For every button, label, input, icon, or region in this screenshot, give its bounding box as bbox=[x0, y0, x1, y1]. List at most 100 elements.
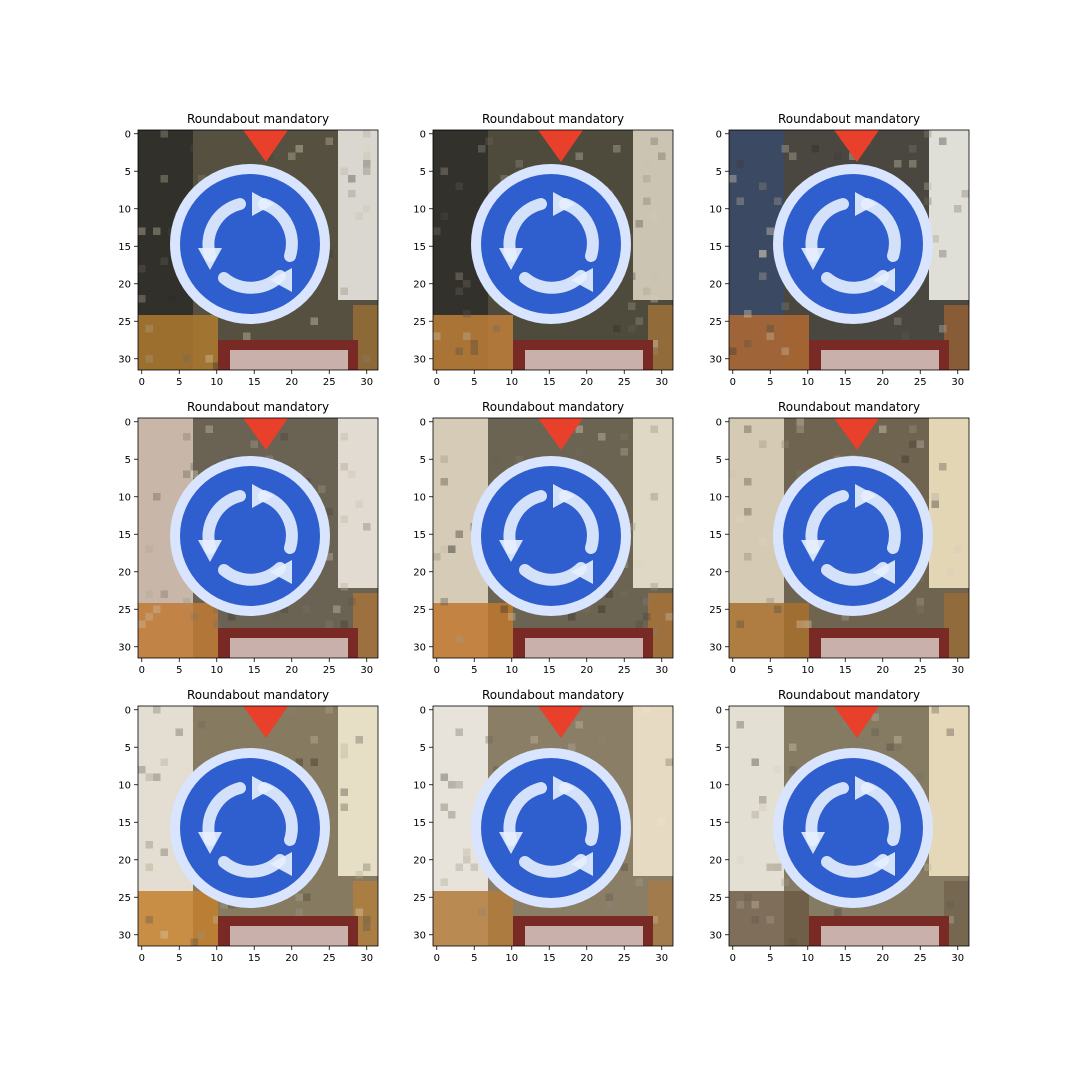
x-tick-label: 25 bbox=[323, 665, 336, 676]
y-tick-label: 25 bbox=[709, 605, 722, 616]
x-tick-label: 10 bbox=[210, 377, 223, 388]
y-tick-label: 0 bbox=[716, 129, 722, 140]
x-tick-label: 10 bbox=[505, 953, 518, 964]
y-tick-label: 30 bbox=[413, 930, 426, 941]
x-tick-label: 0 bbox=[434, 953, 440, 964]
y-tick-label: 30 bbox=[413, 642, 426, 653]
x-tick-label: 5 bbox=[767, 953, 773, 964]
y-tick-label: 30 bbox=[413, 354, 426, 365]
y-tick-label: 10 bbox=[709, 204, 722, 215]
sign-image-panel: 0 5 10 15 20 25 30 0 5 10 15 20 25 30 bbox=[118, 417, 379, 676]
sign-image-panel: 0 5 10 15 20 25 30 0 5 10 15 20 25 30 bbox=[413, 417, 674, 676]
y-tick-label: 15 bbox=[413, 530, 426, 541]
x-tick-label: 15 bbox=[839, 377, 852, 388]
y-tick-label: 20 bbox=[709, 279, 722, 290]
roundabout-sign-image bbox=[729, 706, 969, 946]
x-tick-label: 5 bbox=[471, 665, 477, 676]
x-tick-label: 0 bbox=[730, 377, 736, 388]
y-tick-label: 15 bbox=[709, 242, 722, 253]
panel-title: Roundabout mandatory bbox=[481, 688, 625, 702]
x-tick-label: 5 bbox=[176, 377, 182, 388]
y-tick-label: 0 bbox=[125, 129, 131, 140]
y-tick-label: 25 bbox=[118, 893, 131, 904]
x-tick-label: 0 bbox=[139, 665, 145, 676]
y-tick-label: 25 bbox=[709, 317, 722, 328]
y-tick-label: 15 bbox=[118, 818, 131, 829]
y-tick-label: 20 bbox=[118, 567, 131, 578]
y-tick-label: 20 bbox=[118, 855, 131, 866]
y-tick-label: 0 bbox=[420, 417, 426, 428]
x-tick-label: 30 bbox=[360, 953, 373, 964]
x-tick-label: 5 bbox=[767, 377, 773, 388]
sign-image-panel: 0 5 10 15 20 25 30 0 5 10 15 20 25 30 bbox=[709, 705, 970, 964]
x-tick-label: 10 bbox=[210, 665, 223, 676]
y-tick-label: 30 bbox=[118, 354, 131, 365]
x-tick-label: 20 bbox=[876, 953, 889, 964]
x-tick-label: 15 bbox=[248, 953, 261, 964]
y-tick-label: 0 bbox=[716, 417, 722, 428]
x-tick-label: 30 bbox=[655, 377, 668, 388]
y-tick-label: 0 bbox=[716, 705, 722, 716]
panel-title: Roundabout mandatory bbox=[186, 112, 330, 126]
x-tick-label: 25 bbox=[323, 953, 336, 964]
y-tick-label: 5 bbox=[716, 743, 722, 754]
sign-image-panel: 0 5 10 15 20 25 30 0 5 10 15 20 25 30 bbox=[118, 129, 379, 388]
x-tick-label: 10 bbox=[210, 953, 223, 964]
y-tick-label: 5 bbox=[420, 743, 426, 754]
x-tick-label: 10 bbox=[801, 377, 814, 388]
x-tick-label: 30 bbox=[951, 665, 964, 676]
y-tick-label: 30 bbox=[709, 354, 722, 365]
y-tick-label: 10 bbox=[413, 492, 426, 503]
x-tick-label: 20 bbox=[876, 665, 889, 676]
y-tick-label: 10 bbox=[709, 492, 722, 503]
y-tick-label: 0 bbox=[420, 705, 426, 716]
y-tick-label: 30 bbox=[709, 642, 722, 653]
panel-title: Roundabout mandatory bbox=[481, 112, 625, 126]
panel-title: Roundabout mandatory bbox=[186, 688, 330, 702]
sign-image-panel: 0 5 10 15 20 25 30 0 5 10 15 20 25 30 bbox=[709, 417, 970, 676]
x-tick-label: 20 bbox=[285, 377, 298, 388]
x-tick-label: 25 bbox=[618, 665, 631, 676]
x-tick-label: 5 bbox=[471, 377, 477, 388]
x-tick-label: 30 bbox=[360, 377, 373, 388]
x-tick-label: 5 bbox=[176, 953, 182, 964]
panel-title: Roundabout mandatory bbox=[777, 688, 921, 702]
x-tick-label: 30 bbox=[951, 953, 964, 964]
x-tick-label: 25 bbox=[914, 953, 927, 964]
y-tick-label: 15 bbox=[413, 242, 426, 253]
y-tick-label: 20 bbox=[709, 855, 722, 866]
y-tick-label: 25 bbox=[413, 317, 426, 328]
y-tick-label: 5 bbox=[125, 455, 131, 466]
x-tick-label: 15 bbox=[543, 953, 556, 964]
sign-image-panel: 0 5 10 15 20 25 30 0 5 10 15 20 25 30 bbox=[413, 129, 674, 388]
x-tick-label: 20 bbox=[580, 953, 593, 964]
y-tick-label: 25 bbox=[413, 893, 426, 904]
y-tick-label: 25 bbox=[413, 605, 426, 616]
y-tick-label: 5 bbox=[420, 167, 426, 178]
x-tick-label: 25 bbox=[618, 377, 631, 388]
x-tick-label: 10 bbox=[801, 665, 814, 676]
x-tick-label: 15 bbox=[839, 665, 852, 676]
y-tick-label: 10 bbox=[118, 204, 131, 215]
x-tick-label: 15 bbox=[248, 377, 261, 388]
x-tick-label: 5 bbox=[767, 665, 773, 676]
y-tick-label: 30 bbox=[709, 930, 722, 941]
x-tick-label: 15 bbox=[543, 377, 556, 388]
x-tick-label: 0 bbox=[730, 665, 736, 676]
y-tick-label: 25 bbox=[118, 605, 131, 616]
y-tick-label: 20 bbox=[118, 279, 131, 290]
y-tick-label: 30 bbox=[118, 930, 131, 941]
sign-image-panel: 0 5 10 15 20 25 30 0 5 10 15 20 25 30 bbox=[118, 705, 379, 964]
panel-title: Roundabout mandatory bbox=[481, 400, 625, 414]
x-tick-label: 20 bbox=[580, 377, 593, 388]
y-tick-label: 15 bbox=[709, 818, 722, 829]
x-tick-label: 25 bbox=[618, 953, 631, 964]
x-tick-label: 0 bbox=[139, 377, 145, 388]
y-tick-label: 5 bbox=[125, 743, 131, 754]
y-tick-label: 5 bbox=[125, 167, 131, 178]
x-tick-label: 15 bbox=[543, 665, 556, 676]
y-tick-label: 15 bbox=[413, 818, 426, 829]
sign-image-panel: 0 5 10 15 20 25 30 0 5 10 15 20 25 30 bbox=[413, 705, 674, 964]
y-tick-label: 20 bbox=[413, 855, 426, 866]
